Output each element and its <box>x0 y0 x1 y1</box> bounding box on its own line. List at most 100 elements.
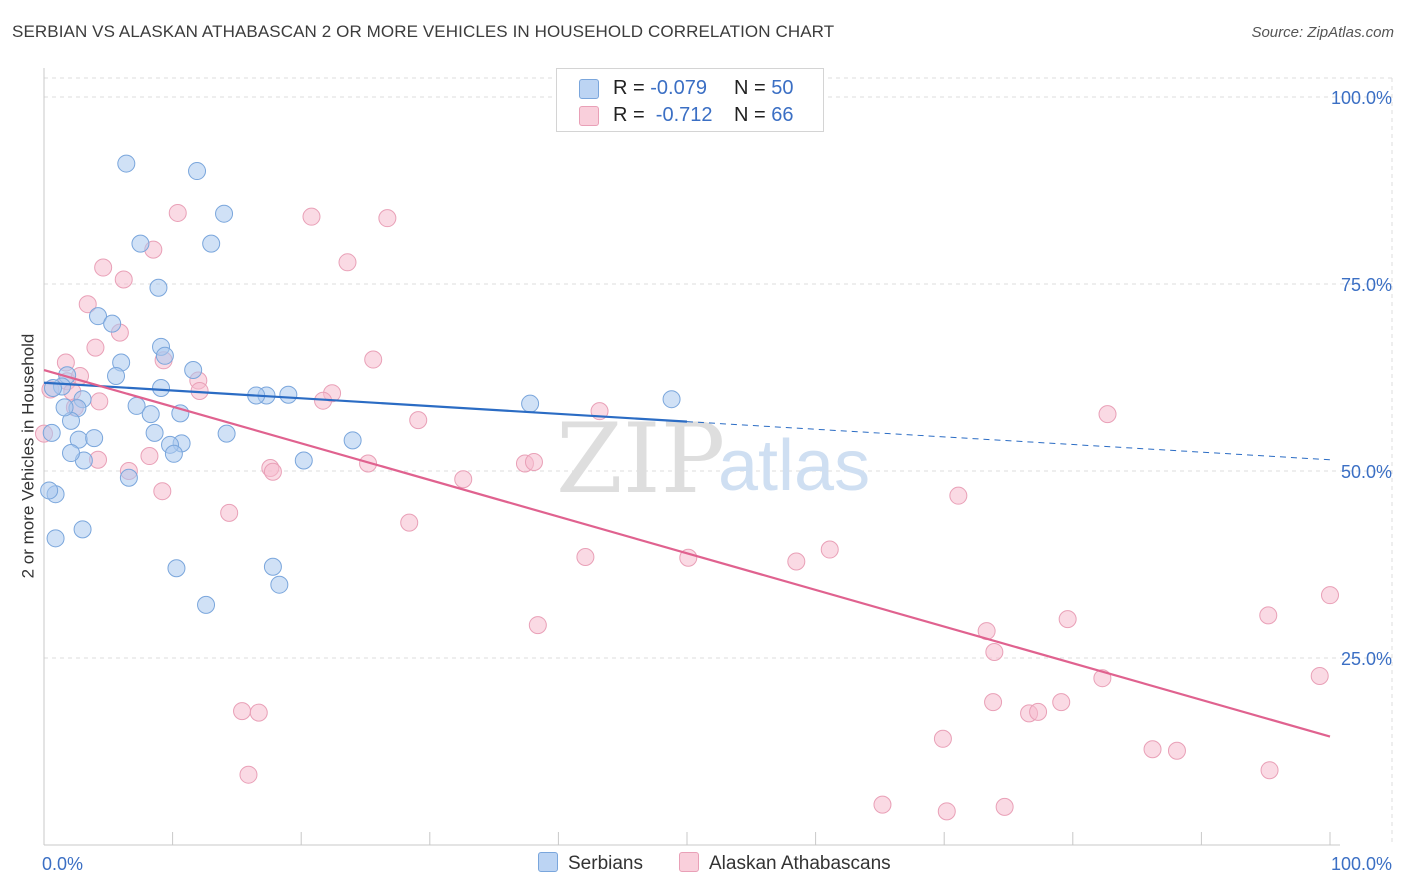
legend-swatch-blue <box>579 79 599 99</box>
serbian-point <box>294 451 313 470</box>
alaskan-point <box>985 643 1004 662</box>
legend-n: N = 50 <box>734 77 794 100</box>
serbian-point <box>117 154 136 173</box>
alaskan-point <box>984 693 1003 712</box>
alaskan-point <box>86 338 105 357</box>
watermark-zip: ZIP <box>556 403 725 515</box>
alaskan-point <box>168 203 187 222</box>
serbian-point <box>270 575 289 594</box>
trend-lines <box>43 368 1331 738</box>
tick-labels: 100.0% 75.0% 50.0% 25.0% 0.0% 100.0% <box>42 88 1392 874</box>
y-tick-label: 25.0% <box>1341 649 1392 669</box>
serbian-point <box>73 520 92 539</box>
alaskan-point <box>454 470 473 489</box>
serbian-point <box>141 405 160 424</box>
serbian-point <box>119 468 138 487</box>
alaskan-point <box>239 765 258 784</box>
serbian-point <box>107 367 126 386</box>
chart-source: Source: ZipAtlas.com <box>1251 24 1394 41</box>
legend-n: N = 66 <box>734 104 794 127</box>
legend-n-value: 66 <box>771 104 794 126</box>
serbian-point <box>188 162 207 181</box>
legend-r-value: -0.079 <box>650 77 707 99</box>
alaskan-point <box>1098 405 1117 424</box>
alaskan-point <box>820 540 839 559</box>
alaskan-point <box>153 482 172 501</box>
alaskan-point <box>1052 693 1071 712</box>
serbian-point <box>89 307 108 326</box>
alaskan-point <box>933 729 952 748</box>
chart-title: SERBIAN VS ALASKAN ATHABASCAN 2 OR MORE … <box>12 22 835 41</box>
serbian-point <box>145 423 164 442</box>
serbian-point <box>202 234 221 253</box>
legend-n-value: 50 <box>771 77 794 99</box>
y-tick-label: 50.0% <box>1341 462 1392 482</box>
alaskan-point <box>220 503 239 522</box>
alaskan-trend-line <box>43 368 1331 738</box>
alaskan-point <box>524 453 543 472</box>
serbian-point <box>131 234 150 253</box>
legend-series: Serbians Alaskan Athabascans <box>0 852 1406 876</box>
serbian-point <box>152 378 171 397</box>
serbian-point <box>55 398 74 417</box>
x-tick-label: 0.0% <box>42 854 83 874</box>
alaskan-point <box>576 548 595 567</box>
serbian-point <box>217 424 236 443</box>
serbian-trend-line <box>43 381 688 423</box>
legend-item-serbians[interactable]: Serbians <box>538 852 643 875</box>
alaskan-point <box>937 802 956 821</box>
alaskan-point <box>1029 702 1048 721</box>
alaskan-point <box>94 258 113 277</box>
serbian-point <box>103 314 122 333</box>
alaskan-point <box>1310 666 1329 685</box>
alaskan-point <box>1260 761 1279 780</box>
serbian-point <box>155 346 174 365</box>
serbian-point <box>42 423 61 442</box>
serbian-point <box>197 595 216 614</box>
alaskan-point <box>787 552 806 571</box>
legend-item-alaskan[interactable]: Alaskan Athabascans <box>679 852 891 875</box>
y-tick-label: 100.0% <box>1331 88 1392 108</box>
legend-swatch-pink <box>579 106 599 126</box>
alaskan-point <box>1321 586 1339 605</box>
alaskan-point <box>949 486 968 505</box>
legend-n-label: N = <box>734 104 772 126</box>
serbian-trend-extension <box>686 421 1331 461</box>
serbian-point <box>62 444 81 463</box>
legend-n-label: N = <box>734 77 772 99</box>
alaskan-point <box>378 209 397 228</box>
legend-r-label: R = <box>613 77 651 99</box>
y-tick-label: 75.0% <box>1341 275 1392 295</box>
alaskan-point <box>140 447 159 466</box>
serbian-point <box>184 361 203 380</box>
alaskan-point <box>78 295 97 314</box>
serbian-point <box>521 394 540 413</box>
watermark-atlas: atlas <box>718 426 870 506</box>
serbians-swatch-icon <box>538 852 558 872</box>
serbian-point <box>279 385 298 404</box>
alaskan-point <box>338 253 357 272</box>
alaskan-point <box>233 702 252 721</box>
axes <box>43 68 1340 846</box>
alaskan-swatch-icon <box>679 852 699 872</box>
alaskan-point <box>1058 610 1077 629</box>
legend-label-serbians: Serbians <box>568 853 643 874</box>
serbian-point <box>215 204 234 223</box>
serbian-points <box>40 154 681 614</box>
serbian-point <box>149 278 168 297</box>
serbian-point <box>46 529 65 548</box>
legend-r-label: R = <box>613 104 651 126</box>
alaskan-point <box>364 350 383 369</box>
y-axis-label: 2 or more Vehicles in Household <box>17 333 37 579</box>
legend-r: R = -0.079 <box>613 77 707 100</box>
legend-stats: R = -0.079 N = 50 R = -0.712 N = 66 <box>556 68 824 132</box>
alaskan-point <box>409 411 428 430</box>
alaskan-point <box>90 392 109 411</box>
legend-r: R = -0.712 <box>613 104 713 127</box>
alaskan-point <box>873 795 892 814</box>
serbian-point <box>167 559 186 578</box>
alaskan-point <box>249 703 268 722</box>
alaskan-point <box>400 513 419 532</box>
alaskan-point <box>302 207 321 226</box>
